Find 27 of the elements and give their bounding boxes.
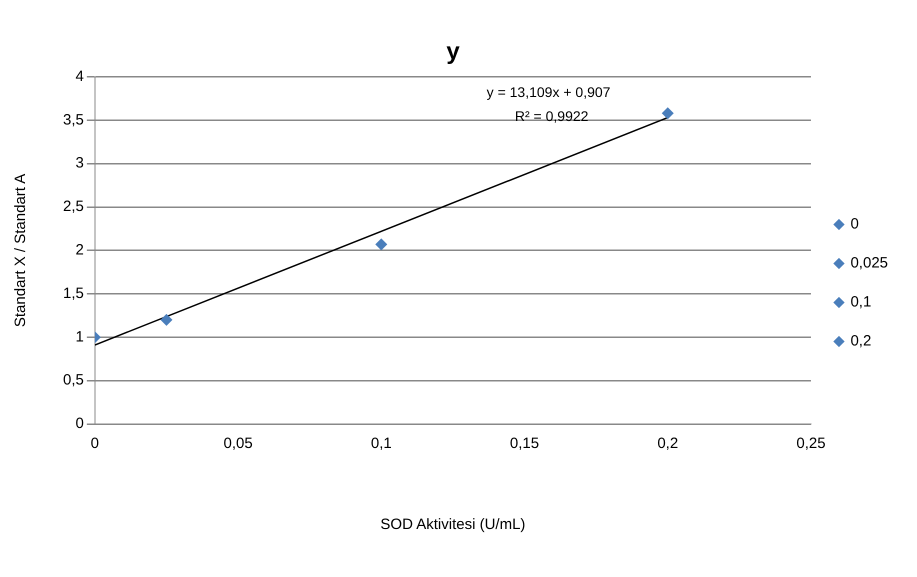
y-tick-label: 0 [76,415,84,432]
y-tick-label: 3,5 [62,111,84,128]
x-axis-title: SOD Aktivitesi (U/mL) [380,516,526,534]
legend-label: 0,1 [850,294,872,311]
chart-title: y [446,38,460,66]
legend-label: 0,025 [850,254,888,272]
x-tick-label: 0,15 [510,435,540,452]
y-tick-label: 1 [76,328,84,346]
point [375,238,388,250]
x-tick-label: 0,25 [796,435,826,452]
y-tick-label: 1,5 [62,284,84,302]
y-tick-label: 4 [76,68,84,85]
annotation: y = 13,109x + 0,907 [486,84,611,100]
x-tick-label: 0 [90,435,100,452]
annotation: R² = 0,9922 [514,108,589,124]
x-tick-label: 0,05 [223,435,253,452]
y-tick-label: 0,5 [62,372,84,389]
legend-label: 0 [850,216,859,233]
point [160,314,172,326]
y-tick-label: 2 [76,242,84,259]
point [662,107,674,120]
legend-label: 0,2 [850,332,872,350]
y-axis-title: Standart X / Standart A [12,174,30,328]
x-tick-label: 0,2 [657,435,678,452]
y-tick-label: 2,5 [62,198,84,216]
x-tick-label: 0,1 [370,435,392,452]
y-tick-label: 3 [76,154,84,172]
